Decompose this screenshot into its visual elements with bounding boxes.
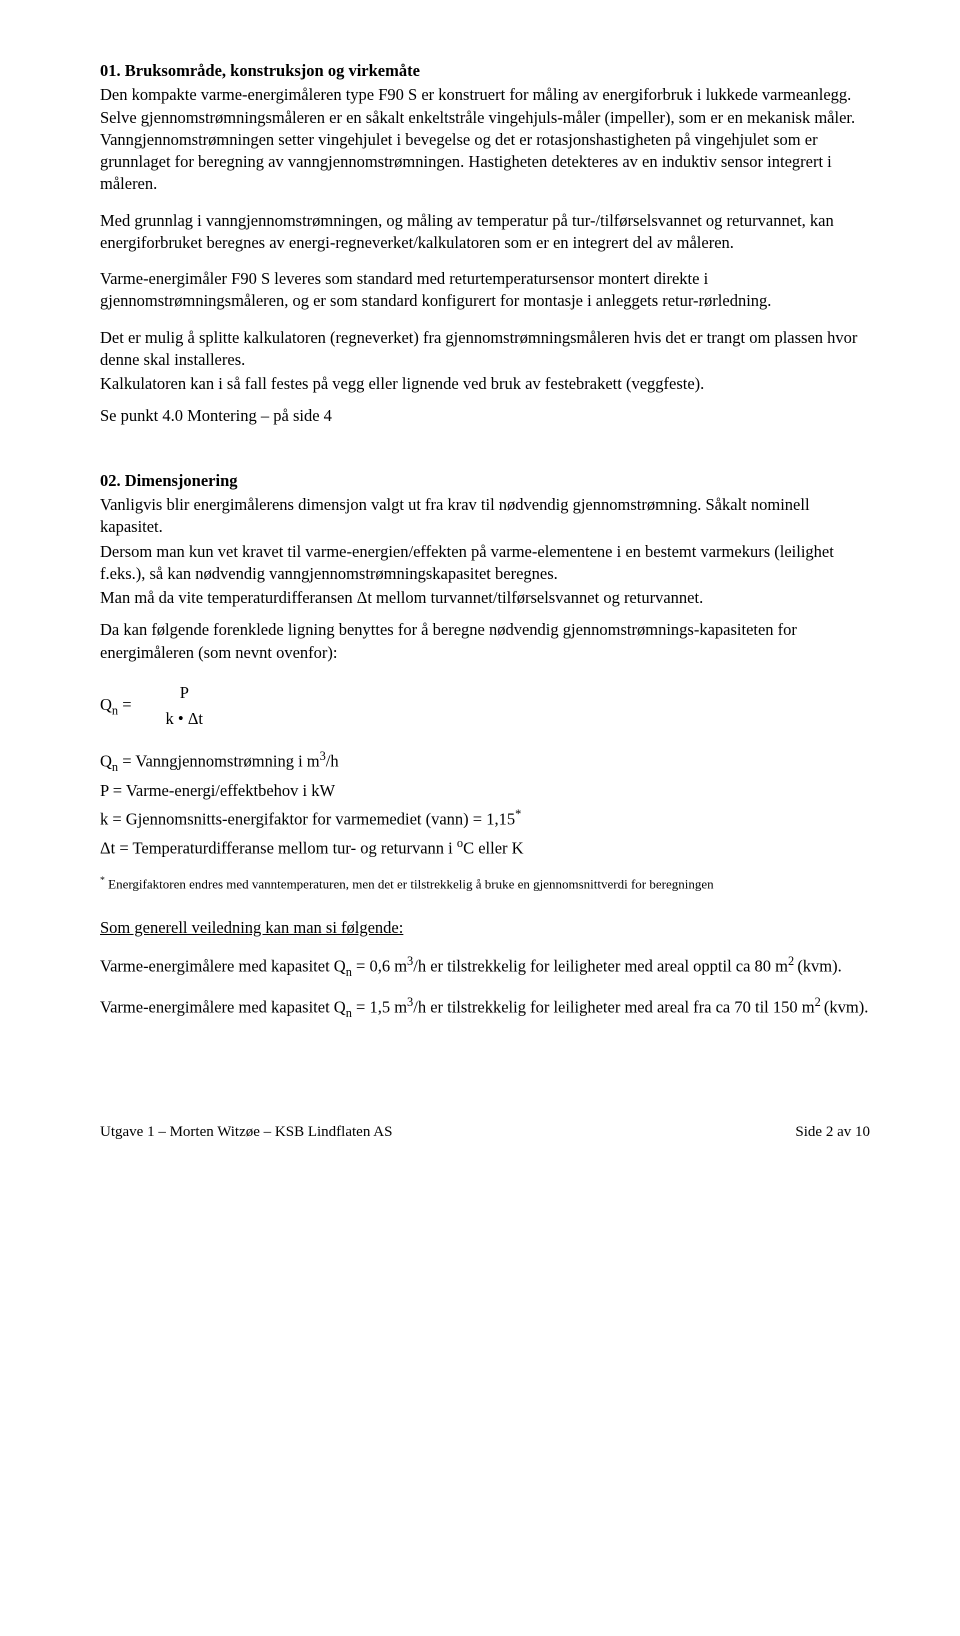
formula-row: Qn = P k • Δt [100, 682, 870, 731]
def-qn-tail: /h [326, 752, 339, 771]
def-k: k = Gjennomsnitts-energifaktor for varme… [100, 806, 870, 831]
section-01-p6: Se punkt 4.0 Montering – på side 4 [100, 405, 870, 427]
g2-a: Varme-energimålere med kapasitet Q [100, 998, 346, 1017]
section-02-p3: Man må da vite temperaturdifferansen Δt … [100, 587, 870, 609]
formula-denominator: k • Δt [160, 706, 209, 730]
page-footer: Utgave 1 – Morten Witzøe – KSB Lindflate… [100, 1122, 870, 1142]
def-k-pre: k = Gjennomsnitts-energifaktor for varme… [100, 810, 515, 829]
section-01-p4: Det er mulig å splitte kalkulatoren (reg… [100, 327, 870, 372]
formula-numerator: P [160, 682, 209, 706]
section-02-p4: Da kan følgende forenklede ligning benyt… [100, 619, 870, 664]
section-02-title: 02. Dimensjonering [100, 470, 870, 492]
section-02-p1: Vanligvis blir energimålerens dimensjon … [100, 494, 870, 539]
g2-d: (kvm). [824, 998, 868, 1017]
footnote-text: Energifaktoren endres med vanntemperatur… [105, 876, 714, 891]
g1-a: Varme-energimålere med kapasitet Q [100, 956, 346, 975]
g2-b: = 1,5 m [352, 998, 407, 1017]
section-01-p3: Varme-energimåler F90 S leveres som stan… [100, 268, 870, 313]
section-01-title: 01. Bruksområde, konstruksjon og virkemå… [100, 60, 870, 82]
formula-block: Qn = P k • Δt [100, 682, 870, 731]
g2-c: /h er tilstrekkelig for leiligheter med … [413, 998, 814, 1017]
g1-sup2: 2 [788, 954, 797, 968]
def-dt: Δt = Temperaturdifferanse mellom tur- og… [100, 835, 870, 860]
section-01-p5: Kalkulatoren kan i så fall festes på veg… [100, 373, 870, 395]
def-qn: Qn = Vanngjennomstrømning i m3/h [100, 748, 870, 776]
def-dt-tail: C eller K [463, 838, 523, 857]
g1-d: (kvm). [797, 956, 841, 975]
footer-left: Utgave 1 – Morten Witzøe – KSB Lindflate… [100, 1122, 392, 1142]
def-dt-pre: Δt = Temperaturdifferanse mellom tur- og… [100, 838, 457, 857]
section-01: 01. Bruksområde, konstruksjon og virkemå… [100, 60, 870, 428]
section-02: 02. Dimensjonering Vanligvis blir energi… [100, 470, 870, 1022]
g1-c: /h er tilstrekkelig for leiligheter med … [413, 956, 788, 975]
section-01-p2: Med grunnlag i vanngjennomstrømningen, o… [100, 210, 870, 255]
section-02-p2: Dersom man kun vet kravet til varme-ener… [100, 541, 870, 586]
def-k-sup: * [515, 807, 521, 821]
g1-b: = 0,6 m [352, 956, 407, 975]
definitions: Qn = Vanngjennomstrømning i m3/h P = Var… [100, 748, 870, 859]
footer-right: Side 2 av 10 [795, 1122, 870, 1142]
def-qn-pre: Q [100, 752, 112, 771]
footnote: * Energifaktoren endres med vanntemperat… [100, 874, 870, 893]
section-01-p1: Den kompakte varme-energimåleren type F9… [100, 84, 870, 195]
def-p: P = Varme-energi/effektbehov i kW [100, 780, 870, 802]
guidance-2: Varme-energimålere med kapasitet Qn = 1,… [100, 994, 870, 1022]
guidance-1: Varme-energimålere med kapasitet Qn = 0,… [100, 953, 870, 981]
formula-lhs: Qn = [100, 694, 132, 719]
guidance-title-text: Som generell veiledning kan man si følge… [100, 918, 403, 937]
formula-fraction: P k • Δt [160, 682, 209, 731]
guidance-title: Som generell veiledning kan man si følge… [100, 917, 870, 939]
formula-lhs-var: Q [100, 695, 112, 714]
g2-sup2: 2 [815, 995, 824, 1009]
def-qn-post: = Vanngjennomstrømning i m [118, 752, 320, 771]
formula-eq: = [118, 695, 131, 714]
